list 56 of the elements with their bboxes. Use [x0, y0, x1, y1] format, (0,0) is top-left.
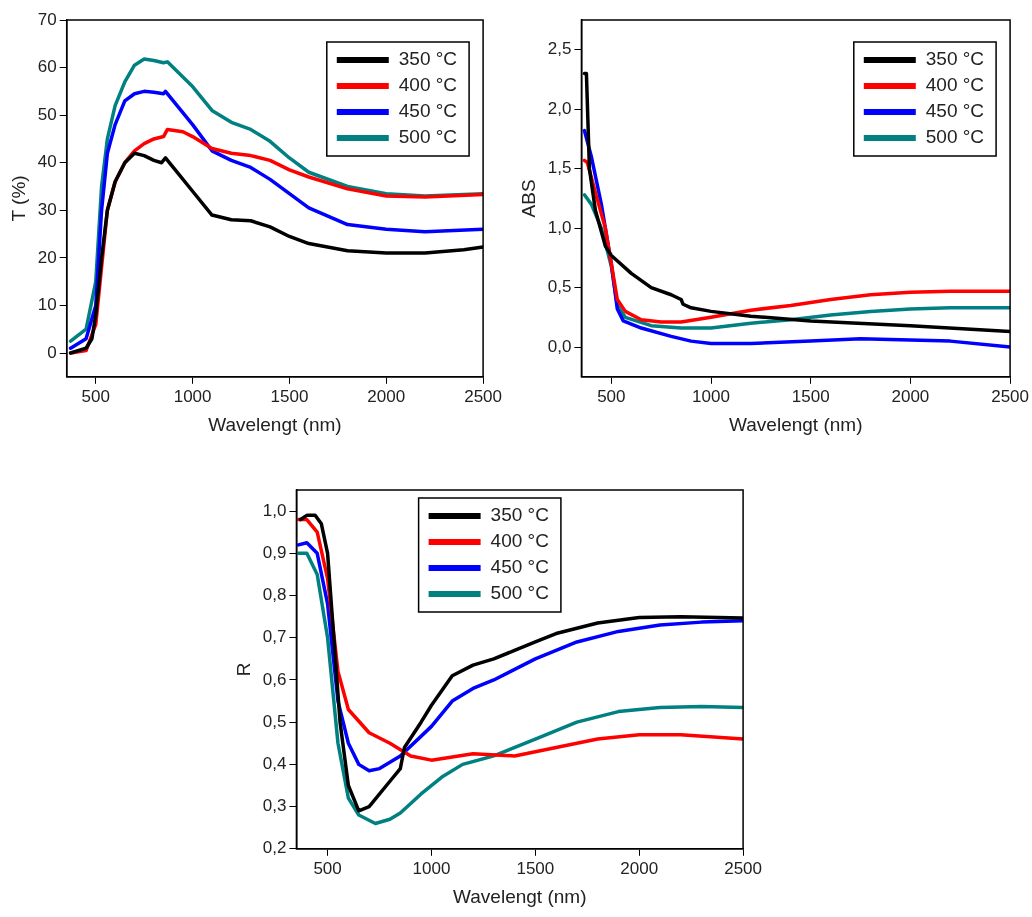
legend-label: 500 °C — [490, 582, 549, 604]
y-tick-label: 0,7 — [262, 627, 287, 647]
x-axis-title: Wavelengt (nm) — [453, 885, 587, 907]
x-tick-label: 500 — [597, 386, 626, 406]
y-tick-label: 1,0 — [547, 217, 572, 237]
y-tick-label: 0,5 — [547, 277, 572, 297]
y-tick-label: 40 — [37, 152, 57, 172]
x-tick-label: 1000 — [412, 858, 451, 878]
y-axis-title: T (%) — [7, 175, 29, 222]
y-tick-label: 20 — [37, 247, 57, 267]
y-axis-title: R — [232, 662, 254, 677]
legend-label: 350 °C — [490, 504, 549, 526]
y-tick-label: 60 — [37, 57, 57, 77]
y-tick-label: 2,0 — [547, 98, 572, 118]
y-tick-label: 10 — [37, 295, 57, 315]
legend-label: 400 °C — [490, 530, 549, 552]
y-tick-label: 0,6 — [262, 669, 287, 689]
y-tick-label: 0,2 — [262, 838, 287, 858]
y-tick-label: 1,5 — [547, 158, 572, 178]
y-tick-label: 30 — [37, 199, 57, 219]
x-tick-label: 1500 — [270, 386, 309, 406]
legend-label: 500 °C — [398, 126, 458, 148]
x-axis-title: Wavelengt (nm) — [208, 413, 342, 435]
legend-label: 450 °C — [398, 100, 458, 122]
legend-label: 400 °C — [925, 74, 985, 96]
x-tick-label: 1000 — [173, 386, 212, 406]
y-tick-label: 0 — [47, 342, 57, 362]
y-tick-label: 0,4 — [262, 754, 287, 774]
x-tick-label: 2000 — [367, 386, 406, 406]
x-axis-title: Wavelengt (nm) — [729, 413, 863, 435]
x-tick-label: 2500 — [991, 386, 1029, 406]
x-tick-label: 2500 — [724, 858, 762, 878]
x-tick-label: 2000 — [620, 858, 659, 878]
x-tick-label: 2500 — [464, 386, 502, 406]
legend-label: 500 °C — [925, 126, 985, 148]
x-tick-label: 2000 — [891, 386, 930, 406]
y-axis-title: ABS — [517, 179, 539, 218]
x-tick-label: 1500 — [516, 858, 555, 878]
y-tick-label: 0,8 — [262, 585, 287, 605]
legend-label: 450 °C — [925, 100, 985, 122]
legend-label: 350 °C — [398, 48, 458, 70]
y-tick-label: 0,9 — [262, 543, 287, 563]
y-tick-label: 0,5 — [262, 711, 287, 731]
y-tick-label: 70 — [37, 9, 57, 29]
x-tick-label: 1500 — [791, 386, 830, 406]
legend-label: 450 °C — [490, 556, 549, 578]
y-tick-label: 50 — [37, 104, 57, 124]
y-tick-label: 1,0 — [262, 500, 287, 520]
x-tick-label: 1000 — [692, 386, 730, 406]
x-tick-label: 500 — [313, 858, 342, 878]
y-tick-label: 0,3 — [262, 796, 287, 816]
legend-label: 350 °C — [925, 48, 985, 70]
x-tick-label: 500 — [81, 386, 110, 406]
y-tick-label: 0,0 — [547, 336, 572, 356]
legend-label: 400 °C — [398, 74, 458, 96]
y-tick-label: 2,5 — [547, 39, 572, 59]
